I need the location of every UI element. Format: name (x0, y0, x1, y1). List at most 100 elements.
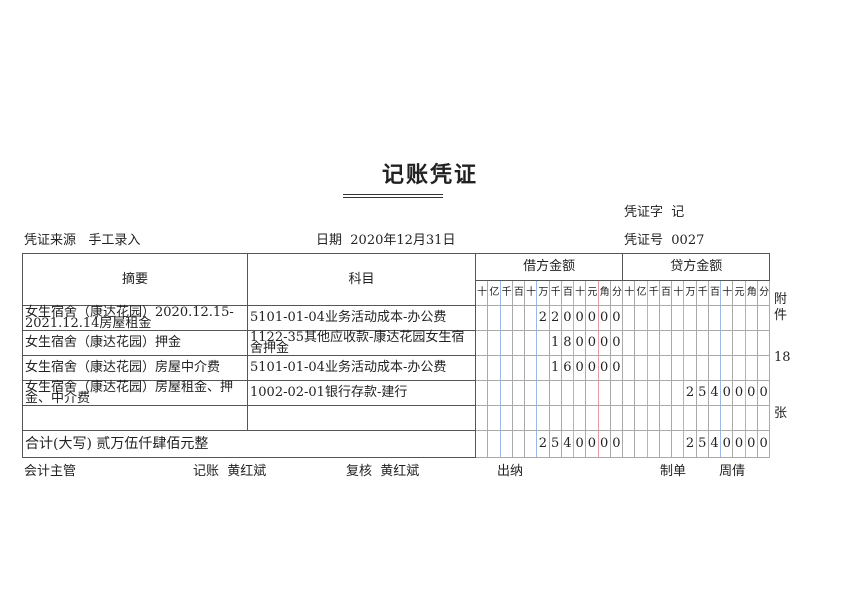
total-in-words: 合计(大写) 贰万伍仟肆佰元整 (22, 430, 476, 458)
subject-cell (247, 405, 476, 431)
amount-digit (634, 305, 648, 331)
amount-digit (720, 405, 734, 431)
amount-digit (511, 355, 526, 381)
amount-digit (744, 330, 758, 356)
voucher-word: 凭证字 记 (624, 205, 685, 220)
amount-digit: 5 (695, 380, 709, 406)
amount-digit (658, 305, 673, 331)
unit-header: 角 (744, 280, 758, 306)
unit-header: 千 (499, 280, 513, 306)
table-row: 女生宿舍（康达花园）押金 1122-35其他应收款-康达花园女生宿舍押金 1 8 0 0 0… (22, 330, 771, 356)
bookkeeper: 记账 黄红斌 (193, 464, 267, 479)
amount-digit (474, 305, 489, 331)
amount-digit: 0 (609, 305, 624, 331)
unit-header: 千 (695, 280, 709, 306)
amount-digit (695, 305, 709, 331)
amount-digit (634, 430, 648, 458)
amount-digit (671, 380, 685, 406)
amount-digit: 0 (585, 330, 599, 356)
signature-line: 会计主管 记账 黄红斌 复核 黄红斌 出纳 制单 周倩 (22, 464, 769, 482)
voucher-body: 摘要 科目 借方金额 贷方金额十亿千百十万千百十元角分十亿千百十万千百十元角分女生宿舍… (22, 253, 771, 482)
chief-accountant: 会计主管 (24, 464, 77, 479)
amount-digit: 0 (744, 380, 758, 406)
preparer: 制单 周倩 (660, 464, 746, 479)
amount-digit: 0 (609, 430, 624, 458)
amount-digit: 1 (548, 330, 562, 356)
amount-digit (536, 330, 550, 356)
amount-digit: 0 (720, 430, 734, 458)
subject-cell: 1122-35其他应收款-康达花园女生宿舍押金 (247, 330, 476, 356)
amount-digit (523, 380, 538, 406)
amount-digit (634, 405, 648, 431)
amount-digit (707, 405, 722, 431)
cashier: 出纳 (497, 464, 524, 479)
amount-digit: 0 (720, 380, 734, 406)
amount-digit (487, 305, 501, 331)
amount-digit (622, 380, 636, 406)
amount-digit: 6 (560, 355, 575, 381)
amount-digit (474, 380, 489, 406)
amount-digit (634, 355, 648, 381)
amount-digit: 0 (560, 305, 575, 331)
amount-digit (585, 380, 599, 406)
amount-digit (744, 405, 758, 431)
amount-digit: 0 (732, 380, 746, 406)
amount-digit (523, 305, 538, 331)
page-title: 记账凭证 (381, 163, 478, 188)
amount-digit: 0 (597, 355, 611, 381)
amount-digit (609, 405, 624, 431)
amount-digit (658, 430, 673, 458)
amount-digit (511, 330, 526, 356)
amount-digit (683, 405, 697, 431)
amount-digit (732, 355, 746, 381)
amount-digit: 0 (585, 305, 599, 331)
amount-digit (695, 355, 709, 381)
amount-digit: 1 (548, 355, 562, 381)
amount-digit (511, 380, 526, 406)
amount-digit (622, 330, 636, 356)
amount-digit (536, 405, 550, 431)
amount-digit (560, 380, 575, 406)
amount-digit (572, 405, 587, 431)
amount-digit (732, 330, 746, 356)
amount-digit (548, 405, 562, 431)
amount-digit (622, 355, 636, 381)
amount-digit (707, 305, 722, 331)
amount-digit: 0 (597, 430, 611, 458)
amount-digit (671, 405, 685, 431)
amount-digit (671, 305, 685, 331)
amount-digit (720, 330, 734, 356)
amount-digit (487, 355, 501, 381)
amount-digit (695, 330, 709, 356)
amount-digit: 0 (597, 305, 611, 331)
amount-digit (622, 405, 636, 431)
amount-digit (536, 380, 550, 406)
unit-header: 元 (585, 280, 599, 306)
table-row (22, 405, 771, 431)
amount-digit (499, 305, 513, 331)
reviewer: 复核 黄红斌 (346, 464, 420, 479)
amount-digit: 0 (732, 430, 746, 458)
amount-digit: 0 (609, 330, 624, 356)
amount-digit: 0 (585, 430, 599, 458)
title-underline (343, 197, 443, 198)
amount-digit (487, 330, 501, 356)
amount-digit (609, 380, 624, 406)
amount-digit: 8 (560, 330, 575, 356)
amount-digit: 0 (609, 355, 624, 381)
amount-digit (683, 330, 697, 356)
amount-digit: 5 (548, 430, 562, 458)
unit-header: 万 (683, 280, 697, 306)
amount-digit (536, 355, 550, 381)
amount-digit (646, 355, 660, 381)
amount-digit: 2 (683, 430, 697, 458)
amount-digit: 4 (560, 430, 575, 458)
subject-cell: 5101-01-04业务活动成本-办公费 (247, 355, 476, 381)
amount-digit: 0 (756, 380, 771, 406)
amount-digit (658, 355, 673, 381)
amount-digit (487, 430, 501, 458)
amount-digit (474, 355, 489, 381)
attachments-unit: 张 (774, 406, 788, 421)
amount-digit (756, 305, 771, 331)
amount-digit: 0 (597, 330, 611, 356)
